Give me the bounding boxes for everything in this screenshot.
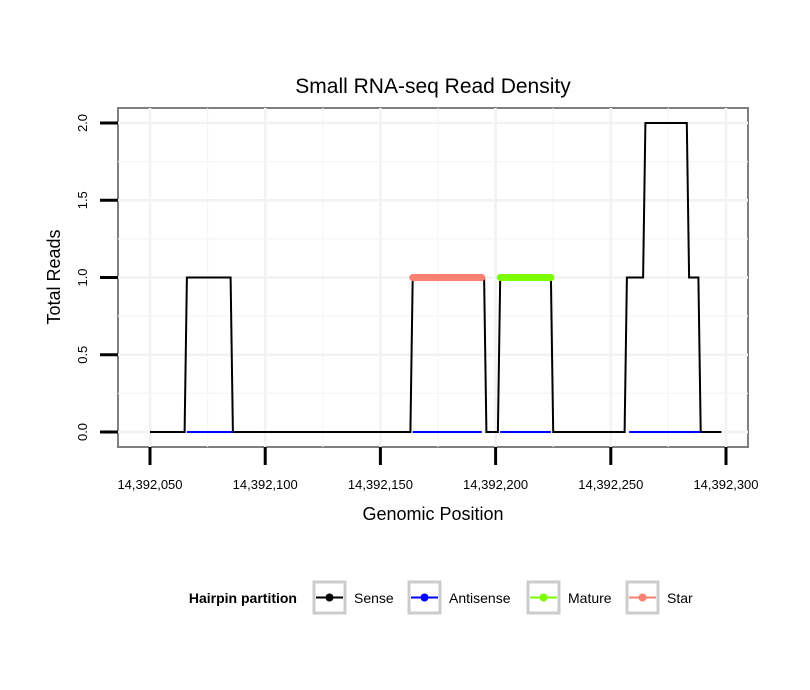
series-layer <box>150 122 722 433</box>
legend-label: Mature <box>568 590 612 606</box>
y-axis: 0.0 0.5 1.0 1.5 2.0 <box>75 114 118 441</box>
chart-title: Small RNA-seq Read Density <box>295 75 571 98</box>
legend-key-point <box>420 593 429 602</box>
legend-label: Sense <box>354 590 394 606</box>
x-tick-label: 14,392,200 <box>463 477 528 492</box>
legend: Hairpin partition Sense Antisense Mature St… <box>189 580 693 615</box>
legend-key-point <box>325 593 334 602</box>
legend-label: Star <box>667 590 693 606</box>
y-tick-label: 2.0 <box>75 114 90 132</box>
legend-item-mature: Mature <box>526 580 612 615</box>
legend-key-point <box>638 593 647 602</box>
x-axis-title: Genomic Position <box>362 504 503 524</box>
x-tick-label: 14,392,150 <box>348 477 413 492</box>
y-tick-label: 0.5 <box>75 346 90 364</box>
x-tick-label: 14,392,100 <box>233 477 298 492</box>
x-tick-label: 14,392,250 <box>578 477 643 492</box>
legend-item-sense: Sense <box>312 580 394 615</box>
y-axis-title: Total Reads <box>44 229 64 324</box>
legend-label: Antisense <box>449 590 511 606</box>
x-tick-label: 14,392,050 <box>117 477 182 492</box>
grid-lines <box>118 108 748 447</box>
y-tick-label: 0.0 <box>75 423 90 441</box>
y-tick-label: 1.0 <box>75 268 90 286</box>
x-axis: 14,392,050 14,392,100 14,392,150 14,392,200… <box>117 447 759 492</box>
legend-item-antisense: Antisense <box>407 580 511 615</box>
legend-key-point <box>539 593 548 602</box>
x-tick-label: 14,392,300 <box>693 477 758 492</box>
y-tick-label: 1.5 <box>75 191 90 209</box>
legend-title: Hairpin partition <box>189 590 297 606</box>
legend-item-star: Star <box>625 580 693 615</box>
series-line-sense <box>150 122 722 433</box>
